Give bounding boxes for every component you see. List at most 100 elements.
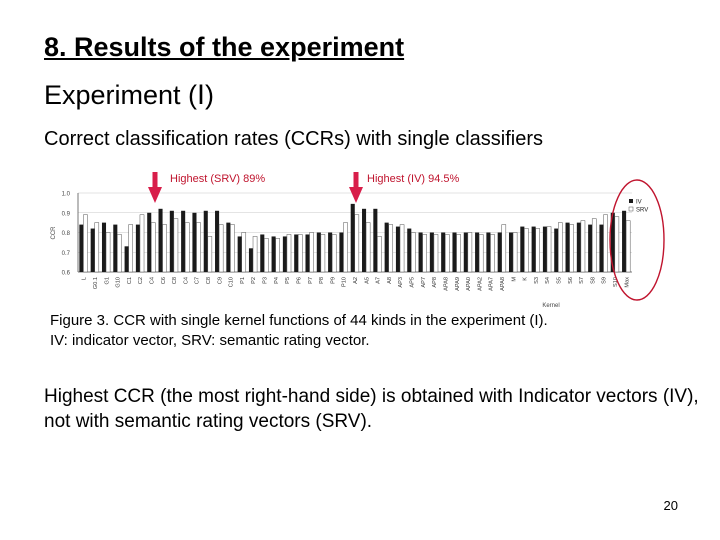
- x-tick-label: L: [82, 277, 88, 280]
- bar-iv: [79, 224, 84, 272]
- bar-iv: [294, 234, 299, 272]
- x-tick-label: S5: [557, 277, 563, 284]
- x-tick-label: Max: [624, 277, 630, 288]
- x-tick-label: P4: [274, 277, 280, 284]
- arrow-iv-head: [349, 187, 363, 203]
- bar-srv: [411, 232, 416, 273]
- bar-iv: [565, 222, 570, 272]
- bar-srv: [399, 224, 405, 273]
- x-tick-label: C8: [172, 277, 178, 284]
- bar-iv: [622, 210, 627, 272]
- bar-srv: [275, 238, 280, 273]
- bar-iv: [384, 222, 389, 272]
- x-tick-label: AP7: [421, 277, 427, 288]
- x-tick-label: S6: [568, 277, 574, 284]
- callout-iv: Highest (IV) 94.5%: [367, 173, 460, 185]
- x-tick-label: G10: [116, 277, 122, 288]
- page-number: 20: [663, 498, 678, 513]
- highlight-ellipse: [609, 179, 665, 301]
- y-tick-label: 1.0: [62, 192, 71, 198]
- bar-iv: [452, 232, 457, 272]
- x-tick-label: P8: [319, 277, 325, 284]
- arrow-srv-shaft: [152, 172, 158, 188]
- bar-iv: [542, 226, 547, 272]
- x-tick-label: C4: [149, 277, 155, 284]
- summary-text: Highest CCR (the most right-hand side) i…: [44, 386, 699, 432]
- bar-srv: [252, 236, 258, 273]
- x-tick-label: C7: [195, 277, 201, 284]
- bar-iv: [463, 232, 468, 272]
- bar-srv: [456, 234, 461, 273]
- caption-line-1: Figure 3. CCR with single kernel functio…: [50, 312, 548, 329]
- bar-iv: [328, 232, 333, 272]
- callout-srv: Highest (SRV) 89%: [170, 173, 266, 185]
- bar-srv: [444, 234, 450, 273]
- bar-srv: [105, 232, 111, 273]
- caption-line-2: IV: indicator vector, SRV: semantic rati…: [50, 332, 370, 349]
- bar-srv: [320, 234, 326, 273]
- bar-srv: [94, 222, 100, 273]
- x-tick-label: S4: [545, 277, 551, 284]
- legend-srv-label: SRV: [636, 208, 648, 214]
- x-tick-label: G1: [104, 277, 110, 284]
- bar-iv: [554, 228, 559, 272]
- y-tick-label: 0.6: [62, 271, 71, 277]
- x-tick-label: APA7: [489, 277, 495, 291]
- x-tick-label: APA0: [466, 277, 472, 291]
- bar-iv: [124, 246, 129, 272]
- x-tick-label: K: [523, 277, 529, 281]
- bar-srv: [184, 222, 190, 273]
- x-tick-label: C2: [138, 277, 144, 284]
- bar-srv: [422, 234, 427, 273]
- bar-srv: [591, 218, 597, 273]
- x-tick-label: A5: [364, 277, 370, 284]
- bar-srv: [354, 214, 360, 273]
- bar-srv: [558, 222, 563, 273]
- y-axis-label: CCR: [51, 226, 57, 240]
- x-tick-label: C8: [206, 277, 212, 284]
- x-tick-label: APA2: [477, 277, 483, 291]
- bar-srv: [490, 234, 495, 273]
- bar-iv: [395, 226, 400, 272]
- bar-iv: [362, 208, 367, 272]
- bar-srv: [614, 216, 620, 273]
- bar-srv: [524, 228, 529, 273]
- x-tick-label: S7: [579, 277, 585, 284]
- x-tick-label: P2: [251, 277, 257, 284]
- x-tick-label: S3: [534, 277, 540, 284]
- x-tick-label: A8: [387, 277, 393, 284]
- x-tick-label: AP5: [410, 277, 416, 288]
- bar-srv: [365, 222, 371, 273]
- bar-srv: [264, 238, 269, 273]
- x-tick-label: S10: [613, 277, 619, 287]
- bar-srv: [512, 232, 518, 273]
- bar-iv: [305, 234, 310, 272]
- bar-srv: [162, 224, 167, 273]
- bar-srv: [173, 218, 179, 273]
- bar-srv: [218, 224, 224, 273]
- bar-iv: [215, 210, 220, 272]
- bar-srv: [286, 234, 292, 273]
- bar-srv: [83, 214, 88, 273]
- x-tick-label: C10: [229, 277, 235, 287]
- bar-iv: [181, 210, 186, 272]
- x-tick-label: C1: [127, 277, 133, 284]
- arrow-iv-shaft: [353, 172, 359, 188]
- bar-iv: [237, 236, 242, 272]
- bar-iv: [158, 208, 163, 272]
- figure-caption: Figure 3. CCR with single kernel functio…: [50, 311, 690, 351]
- bar-iv: [248, 248, 254, 272]
- bar-iv: [260, 234, 265, 272]
- bar-iv: [192, 212, 197, 272]
- bar-iv: [429, 232, 434, 272]
- x-tick-label: M: [511, 277, 517, 282]
- bar-iv: [486, 232, 491, 272]
- bar-iv: [407, 228, 412, 272]
- bar-srv: [207, 236, 213, 273]
- y-tick-label: 0.9: [62, 211, 71, 217]
- x-tick-label: P10: [342, 277, 348, 287]
- x-tick-label: A7: [376, 277, 382, 284]
- bar-iv: [282, 236, 287, 272]
- bar-srv: [117, 234, 122, 273]
